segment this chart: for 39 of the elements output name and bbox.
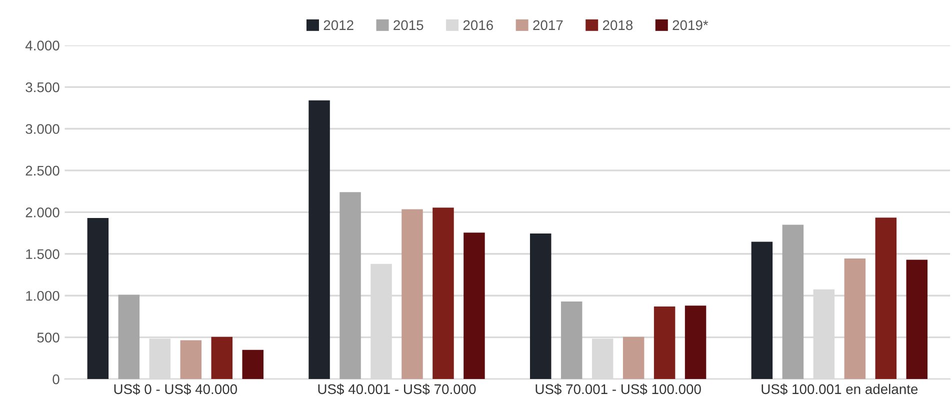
- bar: [402, 209, 423, 380]
- y-tick-label: 3.500: [26, 82, 60, 92]
- bar: [242, 350, 264, 380]
- legend-label: 2012: [324, 20, 354, 30]
- legend-label: 2016: [463, 20, 493, 30]
- bar: [211, 336, 233, 380]
- bar: [530, 233, 552, 380]
- bar: [782, 224, 804, 380]
- bar: [684, 306, 706, 380]
- bar: [654, 306, 676, 380]
- bar: [308, 100, 330, 380]
- y-tick-label: 1.000: [26, 290, 60, 301]
- legend-label: 2019*: [672, 20, 708, 30]
- y-tick-label: 0: [52, 374, 60, 384]
- bar: [87, 218, 109, 380]
- x-tick-label: US$ 0 - US$ 40.000: [114, 384, 238, 395]
- bar: [622, 336, 644, 380]
- legend-label: 2017: [533, 20, 563, 30]
- y-tick-label: 500: [37, 332, 60, 342]
- bar: [180, 340, 202, 380]
- y-tick-label: 2.500: [26, 166, 60, 176]
- x-tick-label: US$ 100.001 en adelante: [762, 384, 918, 395]
- bar: [432, 208, 454, 380]
- bar: [875, 218, 897, 380]
- y-tick-label: 1.500: [26, 249, 60, 260]
- bar: [751, 242, 773, 380]
- y-tick-label: 4.000: [25, 40, 60, 50]
- y-tick-label: 2.000: [26, 208, 60, 218]
- bar: [560, 301, 582, 380]
- legend-label: 2015: [394, 20, 424, 30]
- legend-label: 2018: [602, 20, 633, 30]
- x-tick-label: US$ 70.001 - US$ 100.000: [536, 384, 701, 395]
- bar: [118, 294, 140, 380]
- bar: [906, 260, 928, 380]
- bar: [844, 258, 866, 380]
- bar: [340, 192, 361, 380]
- x-tick-label: US$ 40.001 - US$ 70.000: [318, 384, 476, 395]
- bar: [464, 232, 485, 380]
- y-tick-label: 3.000: [26, 124, 60, 134]
